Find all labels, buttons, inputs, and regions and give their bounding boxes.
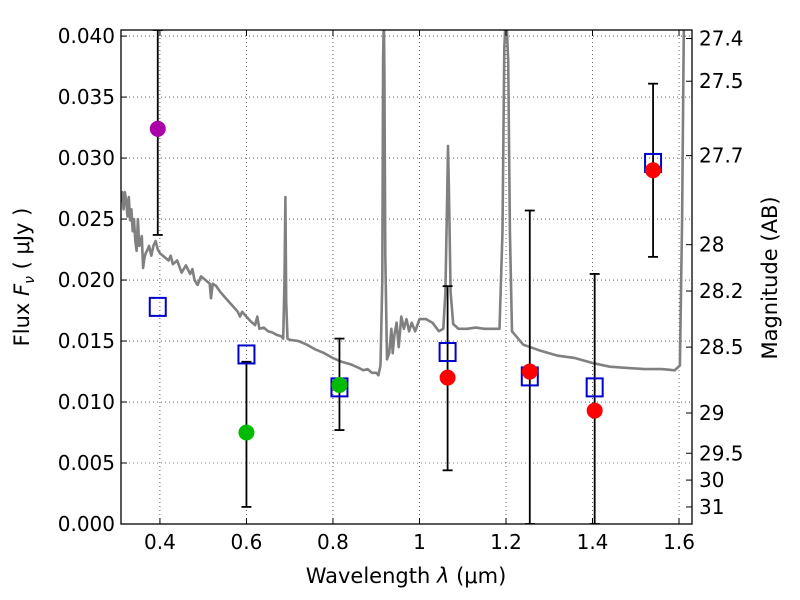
y-tick-label: 0.010: [58, 390, 115, 414]
x-tick-label: 0.8: [317, 530, 349, 554]
model-spectrum-line: [121, 30, 686, 377]
y-tick-label: 0.030: [58, 146, 115, 170]
observed-photometry-point: [645, 162, 662, 179]
y-tick-label: 0.040: [58, 24, 115, 48]
model-photometry-square: [585, 377, 604, 398]
plot-area: [121, 30, 686, 524]
y2-tick-label: 28.5: [699, 335, 744, 359]
y2-tick-label: 29: [699, 401, 724, 425]
observed-photometry-point: [149, 120, 166, 137]
y-tick-label: 0.020: [58, 268, 115, 292]
y-tick-label: 0.015: [58, 329, 115, 353]
y2-axis-label: Magnitude (AB): [758, 196, 782, 359]
y2-tick-label: 27.5: [699, 69, 744, 93]
x-tick-label: 1: [413, 530, 426, 554]
y-tick-label: 0.000: [58, 512, 115, 536]
y2-tick-label: 30: [699, 468, 724, 492]
x-tick-label: 1.2: [490, 530, 522, 554]
y-axis-label: Flux Fν ( μJy ): [10, 208, 38, 347]
y2-tick-label: 28: [699, 233, 724, 257]
y2-tick-label: 31: [699, 495, 724, 519]
y-tick-label: 0.035: [58, 85, 115, 109]
y2-tick-label: 28.2: [699, 279, 744, 303]
observed-photometry-point: [238, 424, 255, 441]
observed-photometry-point: [586, 402, 603, 419]
observed-photometry-point: [521, 363, 538, 380]
x-tick-label: 1.6: [663, 530, 695, 554]
y-tick-label: 0.025: [58, 207, 115, 231]
observed-photometry-point: [331, 376, 348, 393]
model-photometry-square: [237, 344, 256, 365]
x-tick-label: 1.4: [577, 530, 609, 554]
y2-tick-label: 27.4: [699, 27, 744, 51]
observed-photometry-point: [439, 369, 456, 386]
x-tick-label: 0.6: [231, 530, 263, 554]
y-tick-label: 0.005: [58, 451, 115, 475]
x-tick-label: 0.4: [144, 530, 176, 554]
y2-tick-label: 27.7: [699, 144, 744, 168]
plot-frame: [120, 29, 693, 525]
y2-tick-label: 29.5: [699, 441, 744, 465]
model-photometry-square: [438, 342, 457, 363]
axes: 0.4 0.6 0.8 1 1.2 1.4 1.6 0.000 0.005 0.010 0.015 0…: [58, 24, 744, 554]
model-photometry-square: [148, 296, 167, 317]
x-axis-label: Wavelength λ (μm): [306, 564, 507, 588]
